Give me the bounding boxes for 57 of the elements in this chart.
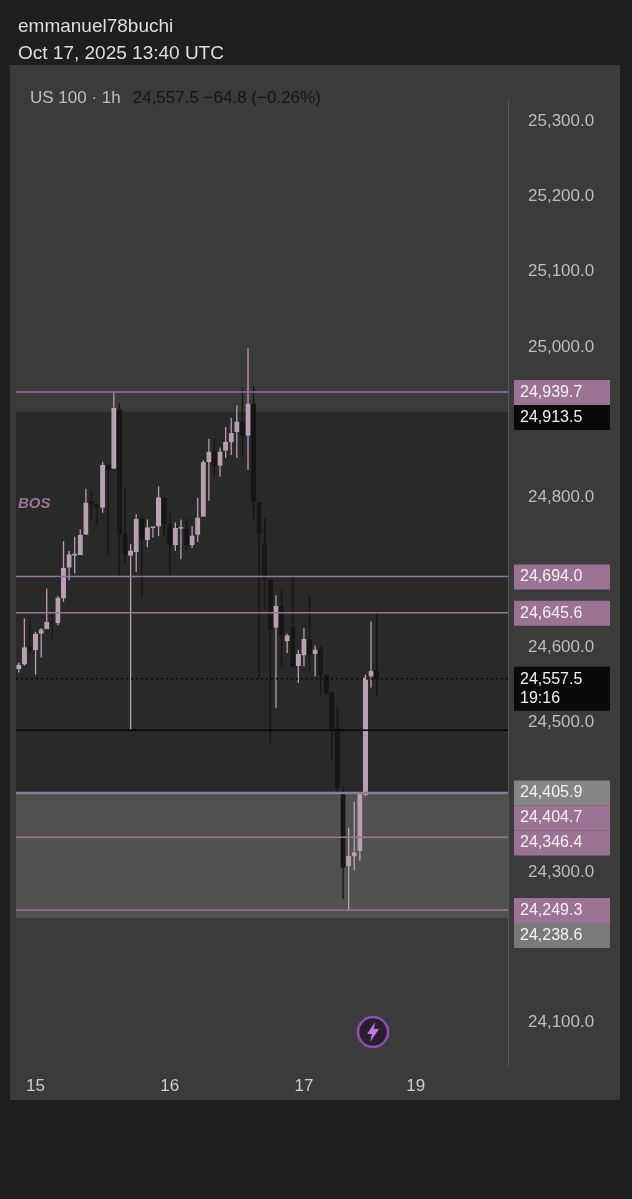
candlestick bbox=[284, 632, 290, 654]
x-tick-label: 16 bbox=[160, 1076, 180, 1096]
ref-line-label: 24,249.3 bbox=[520, 900, 583, 918]
candlestick bbox=[368, 620, 374, 689]
candlestick bbox=[38, 627, 44, 659]
candlestick bbox=[211, 437, 218, 478]
candlestick bbox=[273, 594, 279, 709]
candlestick bbox=[88, 489, 95, 520]
text: Oct 17, 2025 13:40 UTC bbox=[18, 41, 224, 65]
ref-line-label: 24,939.7 bbox=[520, 382, 583, 400]
y-tick-label: 25,300.0 bbox=[528, 111, 595, 131]
candlestick bbox=[55, 595, 61, 626]
candlestick bbox=[21, 617, 27, 667]
candlestick bbox=[105, 463, 111, 557]
ref-line-label: 24,404.7 bbox=[520, 808, 583, 826]
candlestick bbox=[295, 649, 301, 684]
y-tick-label: 24,600.0 bbox=[528, 636, 595, 656]
annotation: BOS bbox=[18, 494, 51, 511]
candlestick bbox=[301, 627, 307, 668]
band-label: 24,238.6 bbox=[520, 925, 583, 943]
y-tick-label: 25,200.0 bbox=[528, 186, 595, 206]
x-tick-label: 15 bbox=[26, 1076, 46, 1096]
candlestick bbox=[49, 608, 55, 640]
candlestick bbox=[195, 496, 201, 543]
y-tick-label: 24,100.0 bbox=[528, 1011, 595, 1031]
y-tick-label: 25,000.0 bbox=[528, 336, 595, 356]
ref-line-label: 24,557.5 19:16 bbox=[520, 669, 583, 706]
candlestick bbox=[122, 486, 128, 565]
candlestick bbox=[351, 800, 357, 872]
candlestick bbox=[72, 536, 78, 575]
candlestick bbox=[223, 426, 229, 459]
candlestick bbox=[66, 550, 72, 581]
candlestick bbox=[32, 631, 39, 676]
y-tick-label: 24,800.0 bbox=[528, 486, 595, 506]
candlestick bbox=[172, 521, 178, 552]
candlestick bbox=[239, 386, 246, 458]
candlestick bbox=[77, 528, 83, 556]
candlestick bbox=[306, 595, 313, 674]
candlestick bbox=[27, 616, 33, 654]
y-tick-label: 25,100.0 bbox=[528, 261, 595, 281]
ref-line-label: 24,645.6 bbox=[520, 603, 583, 621]
x-tick-label: 19 bbox=[406, 1076, 426, 1096]
candlestick bbox=[144, 518, 150, 548]
ref-line-label: 24,405.9 bbox=[520, 783, 583, 801]
y-tick-label: 24,500.0 bbox=[528, 711, 595, 731]
y-tick-label: 24,300.0 bbox=[528, 861, 595, 881]
text: emmanuel78buchi bbox=[18, 14, 175, 38]
candlestick bbox=[139, 515, 145, 598]
band-label: 24,913.5 bbox=[520, 407, 583, 425]
ref-line-label: 24,694.0 bbox=[520, 567, 583, 585]
x-tick-label: 17 bbox=[294, 1076, 314, 1096]
ref-line-label: 24,346.4 bbox=[520, 833, 583, 851]
candlestick bbox=[167, 512, 173, 577]
candlestick bbox=[183, 517, 190, 551]
chart-title: US 100 · 1h bbox=[30, 88, 121, 107]
candlestick bbox=[94, 502, 100, 526]
candlestick bbox=[217, 446, 223, 478]
